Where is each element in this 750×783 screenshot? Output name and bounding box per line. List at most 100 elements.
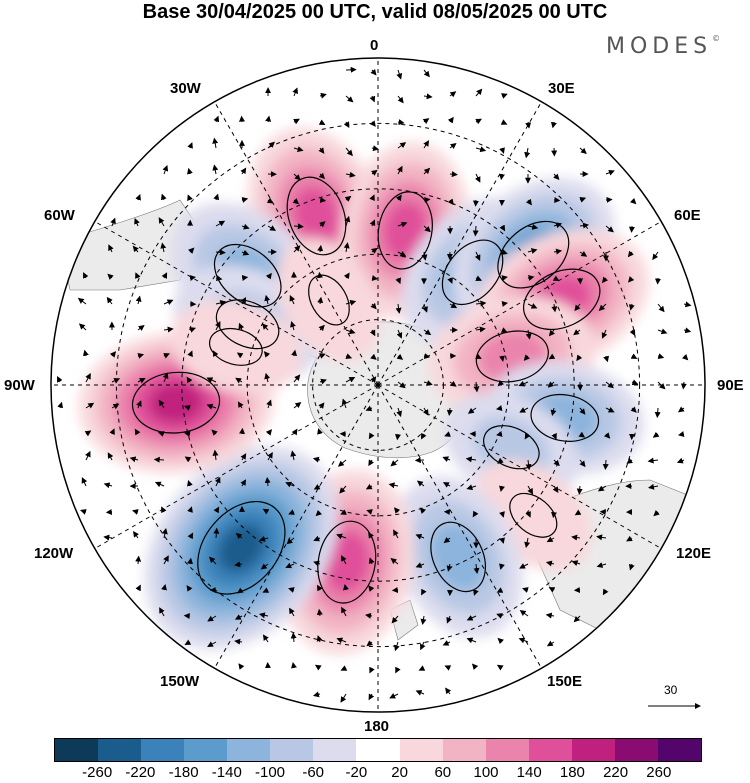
colorbar-swatch (313, 739, 357, 761)
anomaly-blob (217, 523, 265, 573)
wind-vector (286, 537, 295, 545)
wind-vector (337, 459, 347, 467)
wind-vector (597, 485, 607, 492)
wind-vector (313, 560, 321, 567)
wind-vector (499, 485, 505, 493)
wind-vector (519, 610, 529, 617)
wind-vector (316, 635, 323, 643)
circulation-contour (483, 425, 540, 470)
wind-vector (499, 355, 505, 362)
wind-vector (681, 354, 689, 361)
wind-vector (501, 93, 508, 99)
circulation-contour (131, 371, 221, 434)
wind-vector (345, 171, 356, 178)
wind-vector (475, 275, 483, 281)
wind-vector (81, 477, 88, 487)
wind-vector (339, 485, 347, 494)
wind-vector (57, 401, 64, 409)
wind-vector (137, 378, 146, 384)
wind-vector (318, 324, 325, 332)
wind-vector (527, 303, 538, 309)
wind-vector (423, 140, 430, 149)
wind-vector (474, 251, 481, 261)
wind-vector (209, 556, 217, 565)
wind-vector (420, 641, 426, 651)
anomaly-blob (472, 416, 551, 479)
wind-vector (601, 276, 609, 284)
wind-vector (446, 407, 453, 416)
wind-vector (423, 353, 431, 360)
wind-vector (366, 640, 373, 647)
wind-vector (551, 432, 557, 440)
wind-vector (423, 167, 431, 175)
wind-vector (445, 687, 452, 695)
wind-vector (466, 615, 477, 621)
colorbar-tick-label: -60 (302, 764, 325, 781)
wind-vector (237, 401, 244, 409)
wind-vector (267, 452, 273, 461)
wind-vector (524, 432, 531, 440)
wind-vector (84, 430, 92, 437)
wind-vector (368, 532, 374, 539)
wind-vector (418, 665, 426, 671)
wind-vector (475, 353, 482, 359)
wind-vector (340, 509, 347, 515)
latitude-circle (181, 188, 575, 582)
colorbar-tick-label: -100 (254, 764, 286, 781)
wind-vector (289, 295, 296, 305)
wind-vector (293, 146, 304, 152)
wind-vector (336, 533, 347, 540)
wind-vector (548, 329, 555, 337)
wind-vector (368, 693, 375, 701)
wind-vector (501, 249, 508, 255)
wind-vectors (57, 66, 692, 703)
wind-vector (291, 349, 298, 357)
wind-vector (187, 350, 193, 358)
wind-vector (85, 373, 91, 383)
wind-vector (344, 195, 352, 202)
map-title: Base 30/04/2025 00 UTC, valid 08/05/2025… (142, 1, 608, 23)
wind-vector (396, 353, 404, 360)
wind-vector (317, 244, 324, 253)
wind-vector (313, 483, 321, 490)
wind-vector (215, 321, 221, 331)
wind-vector (266, 399, 272, 409)
meridian-line (377, 221, 662, 386)
wind-vector (369, 95, 376, 103)
wind-vector (290, 632, 297, 643)
wind-vector (236, 352, 244, 359)
wind-vector (390, 459, 399, 467)
wind-vector (215, 300, 227, 306)
lon-label-60e: 60E (674, 207, 701, 224)
wind-vector (189, 275, 196, 281)
wind-vector (371, 169, 378, 176)
wind-vector (605, 407, 615, 413)
wind-vector (578, 431, 586, 438)
wind-vector (240, 297, 247, 305)
wind-vector (293, 223, 304, 230)
wind-vector (444, 431, 451, 437)
wind-vector (293, 245, 301, 253)
wind-vector (551, 303, 558, 313)
wind-vector (290, 450, 297, 461)
wind-vector (365, 405, 373, 412)
wind-vector (265, 429, 273, 436)
wind-vector (395, 194, 402, 202)
colorbar-swatch (571, 739, 615, 761)
wind-vector (336, 637, 347, 644)
wind-vector (500, 119, 508, 125)
wind-vector (602, 459, 609, 471)
wind-vector (206, 377, 217, 383)
lon-label-120e: 120E (676, 545, 712, 562)
wind-vector (135, 193, 141, 201)
wind-vector (163, 353, 170, 359)
wind-vector (447, 116, 454, 124)
colorbar-swatch (184, 739, 228, 761)
wind-vector (371, 145, 380, 152)
anomaly-field (78, 127, 649, 655)
wind-vector (496, 613, 503, 619)
wind-vector (630, 406, 637, 413)
wind-vector (571, 534, 581, 541)
lon-label-180: 180 (364, 718, 390, 735)
wind-vector (397, 250, 407, 257)
